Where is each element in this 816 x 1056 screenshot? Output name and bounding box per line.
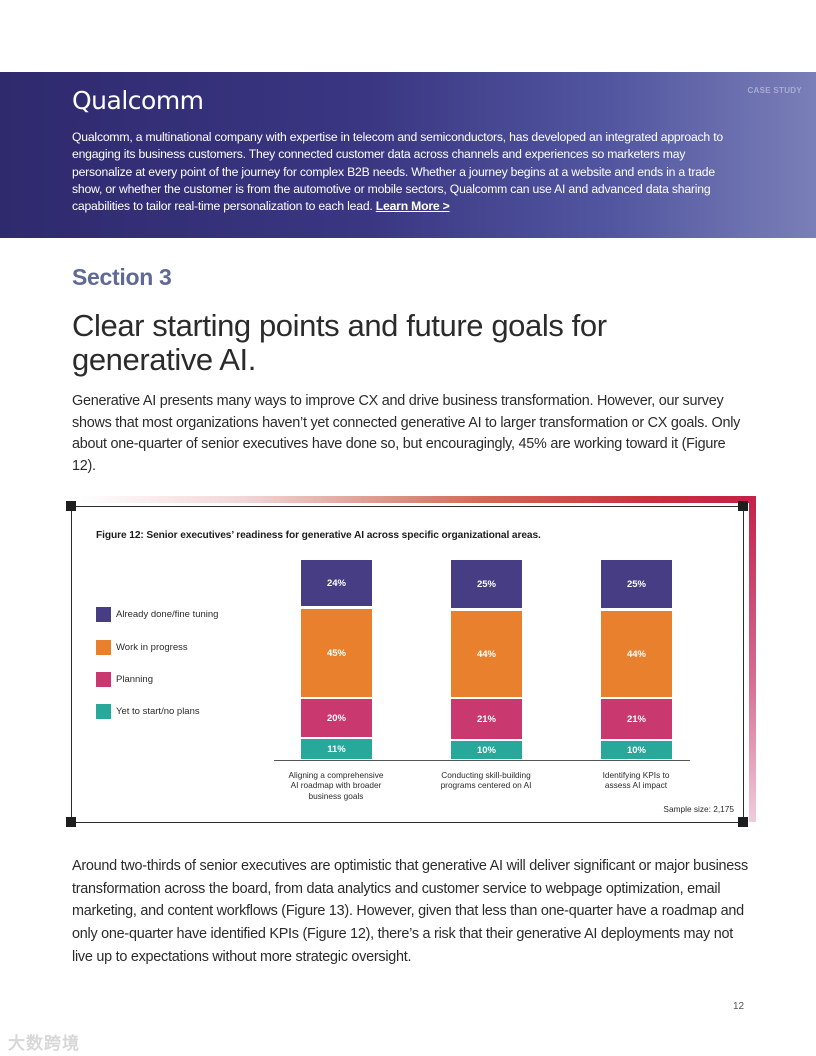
- bar-segment: 21%: [601, 699, 672, 739]
- banner-paragraph: Qualcomm, a multinational company with e…: [72, 130, 723, 214]
- bar-segment: 11%: [301, 739, 372, 759]
- category-label-line: assess AI impact: [604, 780, 668, 791]
- category-label-line: Conducting skill-building: [441, 770, 531, 780]
- bar-segment: 25%: [451, 560, 522, 608]
- stacked-bar-chart: 11% 20% 45% 24% Aligning a comprehensive AI r…: [270, 550, 700, 810]
- frame-corner-bottom-left: [66, 817, 76, 827]
- figure-accent-right: [749, 496, 756, 822]
- bar-segment: 24%: [301, 560, 372, 606]
- bar-segment: 10%: [601, 741, 672, 759]
- sample-size: Sample size: 2,175: [663, 804, 734, 814]
- page-number: 12: [733, 1001, 745, 1012]
- bar-segment: 44%: [601, 611, 672, 697]
- intro-paragraph: Generative AI presents many ways to impr…: [72, 393, 741, 474]
- category-label-line: AI roadmap with broader: [290, 780, 382, 791]
- category-label-line: business goals: [308, 790, 364, 801]
- figure-accent-top: [75, 496, 755, 503]
- body-paragraph: Around two-thirds of senior executives a…: [72, 858, 748, 965]
- legend-label: Planning: [116, 674, 153, 685]
- category-label-line: Aligning a comprehensive: [288, 770, 384, 780]
- bar-segment: 44%: [451, 611, 522, 697]
- bar-segment: 10%: [451, 741, 522, 759]
- section-label: Section 3: [72, 264, 172, 290]
- legend-label: Yet to start/no plans: [116, 706, 200, 717]
- legend-swatch: [96, 640, 111, 655]
- learn-more-link[interactable]: Learn More >: [375, 199, 450, 214]
- frame-corner-top-right: [738, 501, 748, 511]
- category-label: Conducting skill-building programs center…: [426, 770, 546, 791]
- category-label: Aligning a comprehensive AI roadmap with …: [276, 770, 396, 801]
- watermark-logo: 大数跨境: [8, 1034, 80, 1053]
- case-study-tag: CASE STUDY: [747, 86, 802, 95]
- bar-segment: 25%: [601, 560, 672, 608]
- case-study-banner: [0, 72, 816, 238]
- bar-segment: 20%: [301, 699, 372, 737]
- legend-label: Work in progress: [116, 642, 188, 653]
- page-headline: Clear starting points and future goals f…: [72, 308, 607, 377]
- legend-swatch: [96, 704, 111, 719]
- frame-corner-top-left: [66, 501, 76, 511]
- frame-corner-bottom-right: [738, 817, 748, 827]
- bar-segment: 21%: [451, 699, 522, 739]
- legend-label: Already done/fine tuning: [116, 609, 219, 620]
- legend-swatch: [96, 672, 111, 687]
- chart-baseline: [274, 760, 690, 761]
- category-label: Identifying KPIs to assess AI impact: [576, 770, 696, 791]
- bar-segment: 45%: [301, 609, 372, 697]
- category-label-line: Identifying KPIs to: [602, 770, 670, 780]
- banner-text: Qualcomm, a multinational company with e…: [72, 129, 744, 215]
- figure-title: Figure 12: Senior executives’ readiness …: [96, 530, 541, 541]
- qualcomm-logo: Qualcomm: [72, 86, 204, 115]
- category-label-line: programs centered on AI: [440, 780, 532, 791]
- legend-swatch: [96, 607, 111, 622]
